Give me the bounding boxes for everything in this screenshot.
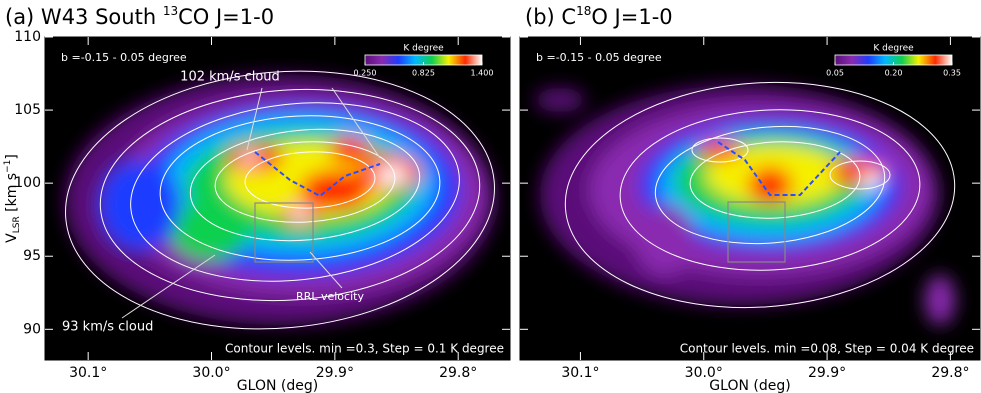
leader-line xyxy=(246,87,263,151)
colorbar-tick-label: 0.20 xyxy=(885,69,903,78)
y-label-part: LSR xyxy=(12,216,22,233)
colorbar-tick-label: 0.825 xyxy=(412,69,435,78)
contour xyxy=(99,88,481,302)
title-part: (a) W43 South xyxy=(5,5,163,29)
x-tick-label: 30.1° xyxy=(561,365,599,381)
x-tick-label: 29.9° xyxy=(316,365,354,381)
frame xyxy=(44,36,511,361)
panel-title: (b) C18O J=1-0 xyxy=(525,4,673,30)
y-tick-label: 105 xyxy=(14,102,41,118)
rrl-box xyxy=(254,202,314,263)
x-tick-label: 30.0° xyxy=(192,365,230,381)
title-part: (b) C xyxy=(525,5,576,29)
dashed-ridge xyxy=(717,141,841,196)
title-part: 13 xyxy=(163,4,178,18)
emission-blob xyxy=(748,167,792,203)
x-tick-label: 30.1° xyxy=(69,365,107,381)
annotation: 102 km/s cloud xyxy=(180,70,280,85)
leader-line xyxy=(331,87,381,159)
x-axis-label: GLON (deg) xyxy=(709,378,790,393)
contour xyxy=(159,115,441,261)
x-tick-label: 29.9° xyxy=(808,365,846,381)
y-label-part: ] xyxy=(4,154,20,159)
contour xyxy=(689,141,861,219)
y-tick-label: 90 xyxy=(23,321,41,337)
colorbar-label: K degree xyxy=(873,44,914,54)
x-tick-label: 30.0° xyxy=(685,365,723,381)
contour-note: Contour levels. min =0.3, Step = 0.1 K d… xyxy=(225,342,504,356)
title-part: O J=1-0 xyxy=(591,5,672,29)
emission-blob xyxy=(862,172,882,188)
y-label-part: [km s xyxy=(4,173,20,216)
y-label-part: V xyxy=(4,233,20,243)
colorbar-label: K degree xyxy=(403,44,444,54)
contour xyxy=(214,141,396,223)
subtitle: b =-0.15 - 0.05 degree xyxy=(61,51,187,64)
contour xyxy=(654,125,886,245)
emission-blob xyxy=(925,275,955,325)
emission-blob xyxy=(100,160,180,250)
leader-line xyxy=(309,251,343,289)
leader-line xyxy=(121,254,216,319)
y-label-part: −1 xyxy=(3,160,13,173)
contour-note: Contour levels. min =0.08, Step = 0.04 K… xyxy=(680,342,974,356)
emission-blob xyxy=(291,208,309,222)
y-tick-label: 110 xyxy=(14,29,41,45)
contour xyxy=(829,160,891,190)
annotation: 93 km/s cloud xyxy=(62,320,153,335)
title-part: CO J=1-0 xyxy=(178,5,274,29)
contour xyxy=(619,109,921,271)
contour xyxy=(691,137,749,163)
colorbar-tick-label: 0.35 xyxy=(943,69,961,78)
dashed-ridge xyxy=(254,151,381,198)
colorbar-tick-label: 1.400 xyxy=(471,69,494,78)
map-image xyxy=(520,37,980,360)
title-part: 18 xyxy=(576,4,591,18)
map-image xyxy=(45,37,510,360)
x-tick-label: 29.8° xyxy=(931,365,969,381)
contour xyxy=(244,151,376,209)
annotation: RRL velocity xyxy=(296,290,364,303)
emission xyxy=(535,85,955,325)
frame xyxy=(519,36,981,361)
y-axis-label: VLSR [km s−1] xyxy=(3,154,22,243)
contour xyxy=(564,81,956,309)
contour xyxy=(189,128,421,242)
emission-blob xyxy=(376,165,408,185)
contour xyxy=(130,102,460,282)
rrl-box xyxy=(727,201,786,263)
subtitle: b =-0.15 - 0.05 degree xyxy=(536,51,662,64)
emission xyxy=(65,75,495,325)
emission-blob xyxy=(535,88,585,112)
emission-blob xyxy=(698,140,742,160)
x-axis-label: GLON (deg) xyxy=(237,378,318,393)
emission-blob xyxy=(330,136,370,164)
y-tick-label: 100 xyxy=(14,175,41,191)
y-tick-label: 95 xyxy=(23,248,41,264)
contour xyxy=(65,70,495,330)
emission-blob xyxy=(170,200,250,260)
colorbar-tick-label: 0.05 xyxy=(826,69,844,78)
panel-title: (a) W43 South 13CO J=1-0 xyxy=(5,4,274,30)
colorbar-tick-label: 0.250 xyxy=(354,69,377,78)
x-tick-label: 29.8° xyxy=(439,365,477,381)
